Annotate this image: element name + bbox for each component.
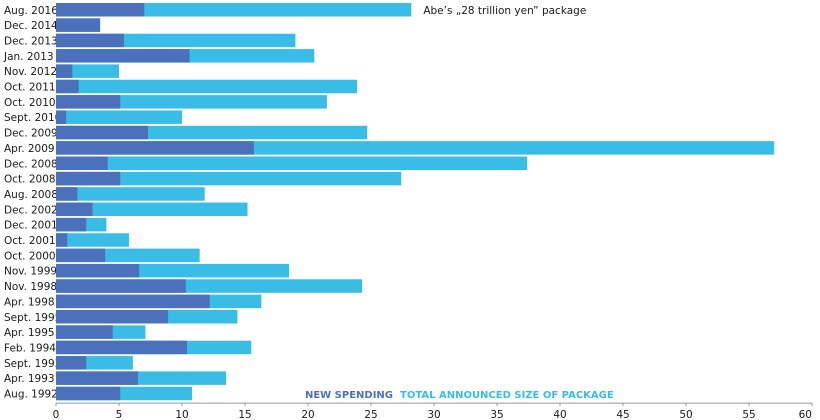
category-label: Sept. 1995: [4, 312, 61, 324]
bar-new-spending: [56, 217, 87, 232]
category-label: Nov. 1999: [4, 266, 57, 278]
bar-new-spending: [56, 125, 148, 140]
bar-new-spending: [56, 33, 125, 48]
category-label: Dec. 2008: [4, 158, 58, 170]
bar-total-announced: [56, 202, 248, 217]
category-label: Nov. 2012: [4, 66, 57, 78]
x-tick-label: 5: [116, 409, 123, 420]
bar-total-announced: [56, 3, 412, 17]
bar-new-spending: [56, 187, 78, 201]
bar-new-spending: [56, 141, 254, 155]
category-label: Dec. 2009: [4, 128, 58, 140]
x-tick-label: 25: [364, 409, 377, 420]
bar-new-spending: [56, 310, 169, 324]
x-tick-label: 60: [799, 409, 812, 420]
category-label: Sept. 2010: [4, 112, 61, 124]
category-label: Aug. 2008: [4, 189, 58, 201]
x-tick-label: 0: [53, 409, 60, 420]
category-label: Oct. 2000: [4, 250, 56, 262]
category-label: Dec. 2013: [4, 35, 58, 47]
bar-new-spending: [56, 248, 106, 263]
x-tick-label: 45: [616, 409, 629, 420]
bar-new-spending: [56, 64, 73, 78]
legend-new-spending: NEW SPENDING: [305, 390, 393, 401]
x-tick-label: 35: [490, 409, 503, 420]
bar-new-spending: [56, 340, 188, 355]
x-tick-label: 10: [175, 409, 188, 420]
category-label: Apr. 1995: [4, 327, 55, 339]
bar-new-spending: [56, 156, 108, 170]
category-label: Aug. 1992: [4, 389, 58, 401]
bar-total-announced: [56, 171, 402, 186]
category-label: Feb. 1994: [4, 342, 56, 354]
x-tick-label: 55: [742, 409, 755, 420]
bar-new-spending: [56, 18, 101, 32]
x-tick-label: 20: [301, 409, 314, 420]
bar-total-announced: [56, 110, 182, 124]
bar-new-spending: [56, 356, 87, 370]
bar-new-spending: [56, 263, 140, 278]
bar-new-spending: [56, 386, 121, 401]
category-label: Sept. 1993: [4, 358, 61, 370]
bar-total-announced: [56, 95, 327, 109]
category-label: Aug. 2016: [4, 5, 58, 17]
bar-total-announced: [56, 233, 130, 247]
bar-new-spending: [56, 171, 121, 186]
bar-new-spending: [56, 3, 145, 17]
category-label: Apr. 1998: [4, 296, 55, 308]
bar-total-announced: [56, 156, 528, 170]
category-label: Oct. 2010: [4, 97, 56, 109]
category-label: Apr. 1993: [4, 373, 55, 385]
x-tick-label: 30: [427, 409, 440, 420]
bar-total-announced: [56, 79, 358, 94]
bar-new-spending: [56, 79, 79, 94]
category-label: Nov. 1998: [4, 281, 57, 293]
category-label: Dec. 2001: [4, 220, 58, 232]
category-label: Apr. 2009: [4, 143, 55, 155]
bar-total-announced: [56, 187, 205, 201]
category-label: Dec. 2002: [4, 204, 58, 216]
bar-new-spending: [56, 49, 190, 63]
bar-new-spending: [56, 202, 93, 217]
category-label: Oct. 2001: [4, 235, 56, 247]
bar-new-spending: [56, 95, 121, 109]
bar-new-spending: [56, 294, 210, 309]
category-label: Jan. 2013: [3, 51, 54, 63]
category-label: Dec. 2014: [4, 20, 58, 32]
bar-new-spending: [56, 279, 186, 293]
category-label: Oct. 2008: [4, 174, 56, 186]
x-tick-label: 15: [238, 409, 251, 420]
x-tick-label: 40: [553, 409, 566, 420]
annotation-label: Abe’s „28 trillion yen” package: [423, 5, 586, 17]
x-tick-label: 50: [679, 409, 692, 420]
bar-new-spending: [56, 371, 138, 385]
bar-new-spending: [56, 110, 67, 124]
bar-new-spending: [56, 325, 113, 339]
legend-total-announced: TOTAL ANNOUNCED SIZE OF PACKAGE: [400, 390, 614, 401]
category-label: Oct. 2011: [4, 82, 56, 94]
bar-new-spending: [56, 233, 68, 247]
